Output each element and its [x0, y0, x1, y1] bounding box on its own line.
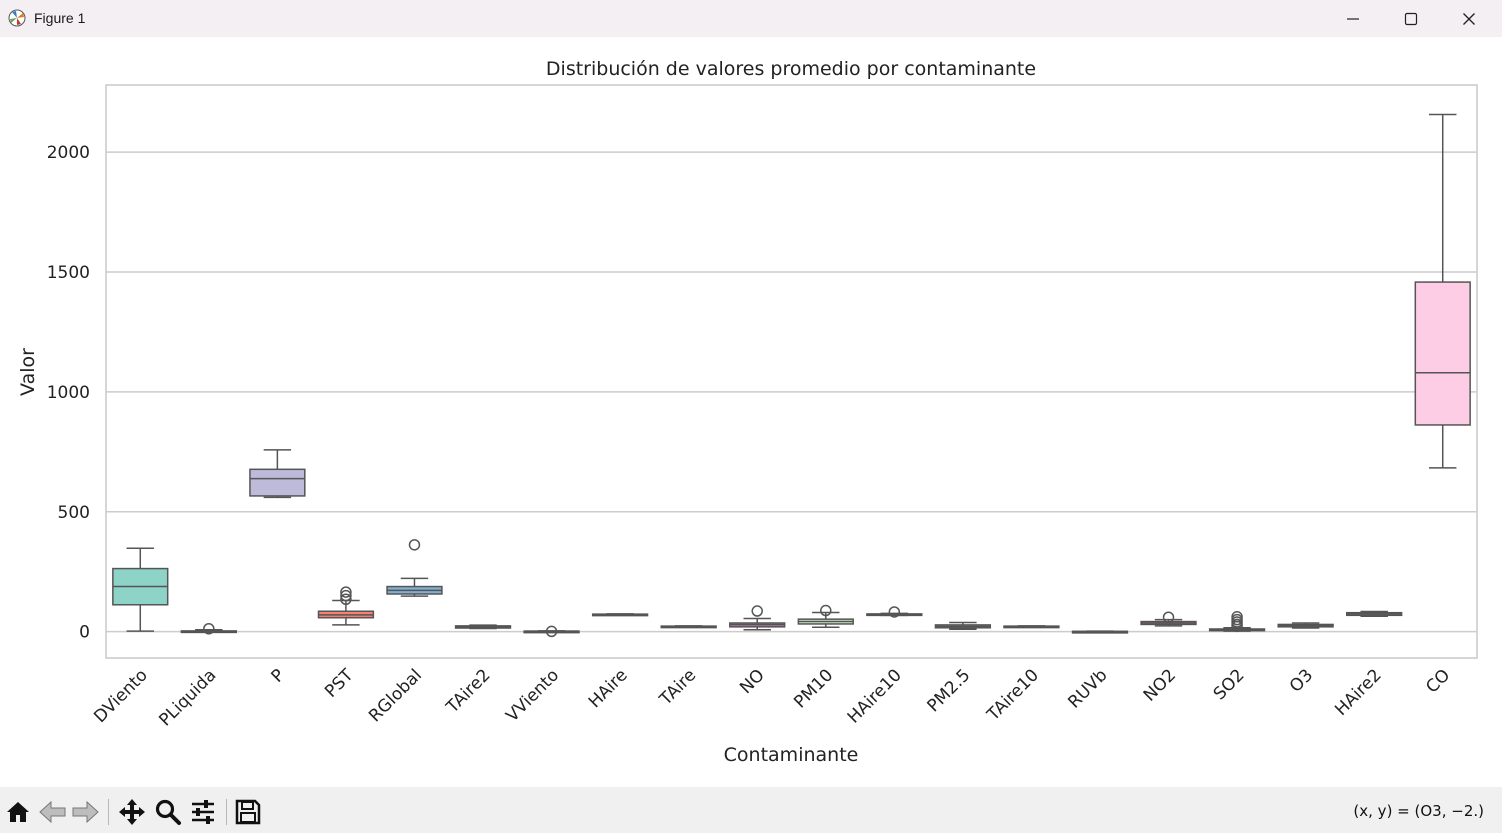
y-axis-label: Valor	[17, 348, 39, 396]
y-tick-label: 0	[79, 623, 90, 643]
x-tick-label: PM10	[790, 665, 837, 712]
outlier-point	[888, 606, 901, 618]
minimize-button[interactable]	[1324, 0, 1382, 37]
x-tick-label: RGlobal	[365, 665, 426, 726]
x-tick-label: RUVb	[1064, 665, 1111, 712]
x-tick-label: PLiquida	[155, 665, 220, 730]
x-tick-label: HAire2	[1331, 665, 1385, 719]
box-haire2	[1346, 610, 1403, 618]
y-tick-label: 1000	[47, 383, 90, 403]
outlier-point	[408, 539, 421, 551]
outlier-point	[1231, 613, 1243, 626]
x-tick-label: NO2	[1140, 665, 1180, 705]
save-button[interactable]	[233, 797, 263, 827]
outlier-point	[340, 589, 352, 602]
minimize-icon	[1347, 17, 1359, 20]
chart-title: Distribución de valores promedio por con…	[546, 58, 1036, 80]
navigation-toolbar: (x, y) = (O3, −2.)	[0, 787, 1502, 833]
x-tick-label: TAire	[655, 665, 700, 710]
home-icon	[7, 802, 29, 822]
box-no	[729, 605, 786, 631]
box-pliquida	[180, 623, 237, 635]
x-tick-label: TAire10	[983, 665, 1043, 725]
matplotlib-logo-icon	[8, 9, 26, 27]
x-tick-label: NO	[736, 665, 769, 698]
x-axis-label: Contaminante	[724, 744, 859, 766]
x-tick-label: HAire	[585, 665, 632, 712]
configure-subplots-button[interactable]	[188, 797, 218, 827]
y-tick-label: 1500	[47, 263, 90, 283]
home-button[interactable]	[3, 797, 33, 827]
toolbar-separator	[108, 799, 109, 825]
move-icon	[119, 799, 145, 825]
magnifier-icon	[155, 799, 181, 825]
box-body	[249, 468, 306, 497]
y-tick-labels: 0 500 1000 1500 2000	[47, 143, 90, 642]
box-ruvb	[1071, 630, 1129, 634]
arrow-right-icon	[72, 800, 99, 824]
x-tick-label: DViento	[90, 665, 152, 727]
x-tick-label: O3	[1286, 665, 1317, 696]
y-tick-label: 500	[58, 503, 90, 523]
outlier-point	[1231, 611, 1243, 623]
x-tick-label: HAire10	[844, 665, 906, 727]
box-dviento	[112, 547, 169, 632]
maximize-button[interactable]	[1382, 0, 1440, 37]
arrow-left-icon	[39, 800, 66, 824]
x-tick-label: PST	[321, 665, 358, 702]
outlier-point	[340, 586, 352, 598]
window-title: Figure 1	[34, 10, 86, 26]
outlier-point	[203, 623, 215, 635]
box-pm2-5	[934, 621, 992, 630]
box-so2	[1208, 611, 1266, 633]
y-tick-label: 2000	[47, 143, 90, 163]
outlier-point	[545, 625, 558, 638]
boxplot-chart: Distribución de valores promedio por con…	[17, 58, 1478, 766]
window-titlebar: Figure 1	[0, 0, 1502, 37]
x-tick-label: PM2.5	[924, 665, 975, 716]
box-no2	[1140, 611, 1197, 627]
box-pm10	[797, 604, 854, 629]
box-taire2	[454, 624, 512, 630]
box-p	[249, 449, 306, 499]
floppy-disk-icon	[235, 799, 261, 825]
box-taire10	[1003, 625, 1060, 629]
box-rglobal	[386, 539, 443, 597]
forward-button[interactable]	[70, 797, 100, 827]
figure-canvas[interactable]: Distribución de valores promedio por con…	[0, 37, 1502, 787]
x-tick-label: CO	[1422, 665, 1454, 697]
sliders-icon	[192, 800, 214, 824]
outlier-point	[820, 604, 832, 617]
x-tick-label: TAire2	[442, 665, 495, 718]
outlier-point	[340, 593, 352, 606]
grid-lines	[106, 151, 1477, 633]
x-tick-label: SO2	[1210, 665, 1249, 704]
box-haire	[591, 613, 649, 617]
x-tick-label: P	[268, 665, 289, 686]
box-series	[112, 113, 1471, 638]
close-button[interactable]	[1440, 0, 1498, 37]
box-o3	[1277, 622, 1334, 629]
plot-frame	[105, 84, 1478, 659]
box-haire10	[866, 606, 923, 618]
outlier-point	[751, 605, 763, 617]
close-icon	[1463, 12, 1475, 25]
box-body	[1414, 281, 1471, 426]
box-co	[1414, 113, 1471, 469]
zoom-button[interactable]	[153, 797, 183, 827]
box-vviento	[523, 625, 580, 638]
toolbar-separator	[226, 799, 227, 825]
x-tick-label: VViento	[502, 665, 563, 726]
maximize-icon	[1404, 12, 1418, 25]
x-tick-labels: DViento PLiquida P PST RGlobal TAire2 VViento H…	[90, 665, 1454, 730]
pan-button[interactable]	[117, 797, 147, 827]
outlier-point	[1162, 611, 1175, 623]
back-button[interactable]	[38, 797, 68, 827]
coordinate-readout: (x, y) = (O3, −2.)	[1353, 802, 1484, 820]
box-taire	[660, 625, 717, 629]
box-pst	[317, 586, 375, 626]
